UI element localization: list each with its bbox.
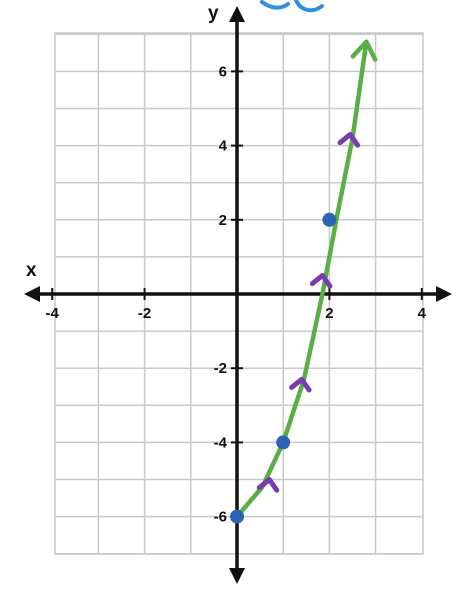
x-tick-label: -4 <box>46 305 60 322</box>
axes <box>24 6 452 584</box>
y-tick-label: -4 <box>214 434 228 451</box>
x-axis-arrow-right <box>436 286 452 302</box>
series-line <box>234 39 378 519</box>
x-axis-arrow-left <box>24 286 40 302</box>
series-line-path <box>234 39 369 519</box>
data-point <box>276 435 291 450</box>
y-axis-arrow-up <box>229 6 245 22</box>
top-scribble <box>260 0 324 13</box>
data-points <box>230 212 337 524</box>
data-point <box>230 509 244 524</box>
x-tick-label: 2 <box>325 305 333 322</box>
y-axis-arrow-down <box>229 568 245 584</box>
direction-arrows <box>256 131 361 493</box>
x-tick-label: 4 <box>418 305 427 322</box>
y-tick-label: -6 <box>214 509 227 526</box>
x-tick-label: -2 <box>138 305 151 322</box>
series-line-arrowhead <box>350 39 378 62</box>
y-tick-label: -2 <box>214 360 227 377</box>
direction-arrow <box>256 477 280 493</box>
direction-arrow <box>309 272 333 289</box>
x-axis-label: x <box>26 260 37 281</box>
y-axis-label: y <box>208 3 219 24</box>
tick-labels: -4 -2 2 4 -6 -4 -2 2 4 6 <box>46 63 427 525</box>
y-tick-label: 2 <box>219 212 227 229</box>
y-tick-label: 4 <box>219 138 228 155</box>
data-point <box>322 212 337 227</box>
direction-arrow <box>289 376 312 393</box>
direction-arrow <box>337 131 361 148</box>
y-tick-label: 6 <box>219 63 227 80</box>
